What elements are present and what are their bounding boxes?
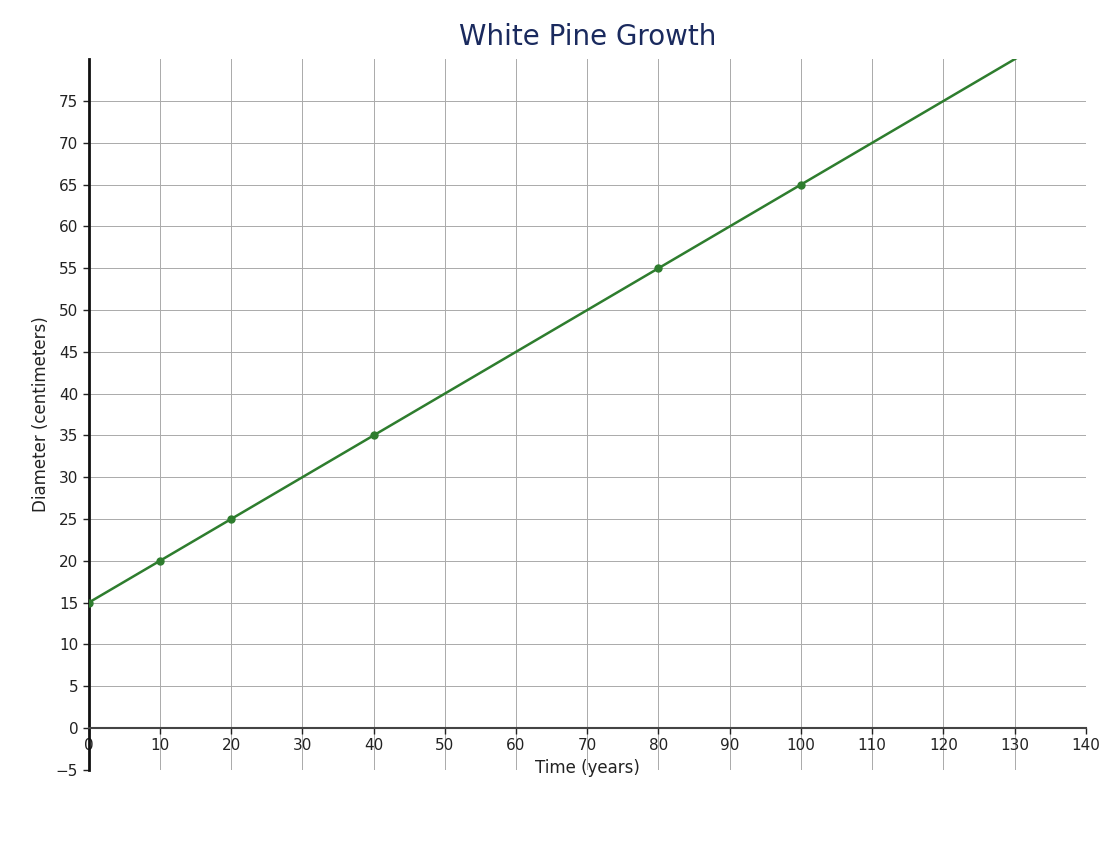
Title: White Pine Growth: White Pine Growth: [459, 24, 716, 52]
X-axis label: Time (years): Time (years): [535, 759, 639, 777]
Y-axis label: Diameter (centimeters): Diameter (centimeters): [32, 316, 50, 513]
